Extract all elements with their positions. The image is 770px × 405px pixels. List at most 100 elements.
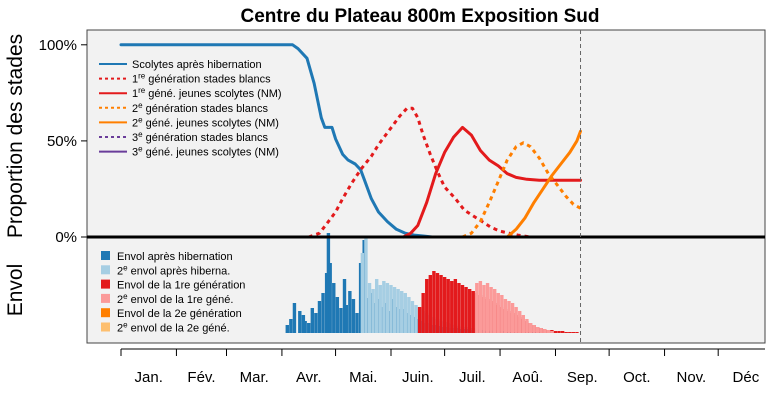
flight-bar-envol-apres-hibernation-57 xyxy=(484,331,488,333)
legend-swatch-envol-de-la-1re-generation xyxy=(101,279,110,289)
y-tick-label: 0% xyxy=(55,229,77,246)
flight-bar-envol-apres-hibernation-20 xyxy=(351,299,356,333)
flight-bar-envol-de-la-1re-generation-43 xyxy=(571,332,576,333)
x-axis: Jan. Fév. Mar. Avr. Mai. Juin. Juil. Aoû. Sep. Oc… xyxy=(120,348,765,386)
legend-label-2e-envol-de-la-1re-gene: 2e envol de la 1re géné. xyxy=(117,292,233,306)
flight-bar-envol-de-la-1re-generation-4 xyxy=(432,271,436,333)
flight-bar-envol-apres-hibernation-48 xyxy=(451,328,456,333)
flight-bar-envol-apres-hibernation-36 xyxy=(408,315,413,333)
flight-bar-envol-de-la-1re-generation-39 xyxy=(557,331,561,333)
flight-bar-2e-envol-apres-hiberna-3 xyxy=(371,289,375,333)
flight-bar-envol-apres-hibernation-60 xyxy=(494,331,499,333)
flight-bar-envol-apres-hibernation-18 xyxy=(344,305,348,333)
flight-bar-envol-de-la-1re-generation-41 xyxy=(564,332,568,333)
legend-swatch-envol-apres-hibernation xyxy=(101,251,110,260)
flight-bar-2e-envol-de-la-1re-gene-3 xyxy=(485,283,490,333)
flight-bar-envol-apres-hibernation-43 xyxy=(433,325,438,333)
series-lines xyxy=(119,43,582,239)
x-tick-label-juin: Juin. xyxy=(402,369,434,386)
flight-bar-2e-envol-apres-hiberna-13 xyxy=(407,297,411,333)
flight-bar-envol-apres-hibernation-31 xyxy=(391,299,395,333)
flight-bar-envol-apres-hibernation-8 xyxy=(314,313,318,333)
flight-bar-envol-de-la-1re-generation-9 xyxy=(450,281,454,333)
flight-bar-envol-apres-hibernation-66 xyxy=(516,332,520,333)
legend-label-2e-gene-jeunes-scolytes-nm: 2e géné. jeunes scolytes (NM) xyxy=(132,115,279,129)
flight-bar-2e-envol-de-la-1re-gene-12 xyxy=(518,311,522,333)
flight-bar-envol-apres-hibernation-65 xyxy=(512,332,517,333)
flight-bar-envol-de-la-1re-generation-42 xyxy=(568,332,572,333)
flight-bar-envol-apres-hibernation-50 xyxy=(459,329,463,333)
flight-bar-envol-apres-hibernation-11 xyxy=(324,273,329,333)
flight-bar-envol-apres-hibernation-40 xyxy=(423,323,427,333)
flight-bar-envol-apres-hibernation-58 xyxy=(487,331,492,333)
flight-bar-envol-apres-hibernation-46 xyxy=(444,327,449,333)
flight-bar-envol-de-la-1re-generation-44 xyxy=(575,332,579,333)
flight-bar-envol-apres-hibernation-7 xyxy=(310,308,315,333)
flight-bar-2e-envol-apres-hiberna-14 xyxy=(410,301,415,333)
x-tick-label-mar: Mar. xyxy=(240,369,269,386)
legend-label-envol-de-la-2e-generation: Envol de la 2e génération xyxy=(117,308,242,320)
flight-bar-2e-envol-de-la-1re-gene-15 xyxy=(528,323,533,333)
flight-bar-envol-apres-hibernation-37 xyxy=(412,317,416,333)
flight-bar-envol-apres-hibernation-53 xyxy=(469,330,474,333)
y-axis: 100% 50% 0% xyxy=(39,37,87,246)
legend-label-2e-envol-apres-hiberna: 2e envol après hiberna. xyxy=(117,263,230,277)
series-line-1re-generation-stades-blancs xyxy=(308,106,531,239)
flight-bar-2e-envol-apres-hiberna-0 xyxy=(360,253,365,333)
y-axis-label-envol: Envol xyxy=(4,264,27,317)
flight-bar-envol-apres-hibernation-23 xyxy=(362,240,366,333)
flight-bar-envol-apres-hibernation-4 xyxy=(301,315,306,333)
flight-bar-envol-apres-hibernation-32 xyxy=(394,307,399,333)
flight-bar-envol-apres-hibernation-70 xyxy=(530,332,534,333)
legend-swatch-2e-envol-de-la-1re-gene xyxy=(101,293,110,303)
flight-bar-envol-apres-hibernation-45 xyxy=(441,327,445,333)
flight-bar-2e-envol-de-la-1re-gene-16 xyxy=(532,325,536,333)
flight-bar-envol-apres-hibernation-14 xyxy=(332,283,336,333)
flight-bar-2e-envol-apres-hiberna-1 xyxy=(364,238,368,333)
flight-bar-envol-apres-hibernation-1 xyxy=(289,319,293,333)
flight-bar-envol-apres-hibernation-22 xyxy=(358,263,363,333)
flight-bar-2e-envol-apres-hiberna-2 xyxy=(367,283,372,333)
x-tick-label-dec: Déc xyxy=(733,369,760,386)
flight-bar-envol-apres-hibernation-54 xyxy=(473,330,477,333)
flight-bar-envol-apres-hibernation-19 xyxy=(348,291,352,333)
flight-bar-envol-apres-hibernation-13 xyxy=(328,263,332,333)
flight-bar-envol-de-la-1re-generation-8 xyxy=(446,279,450,333)
flight-bar-envol-apres-hibernation-2 xyxy=(292,303,297,333)
legend-label-envol-apres-hibernation: Envol après hibernation xyxy=(117,251,233,263)
chart-title: Centre du Plateau 800m Exposition Sud xyxy=(241,6,600,27)
legend-swatch-2e-envol-apres-hiberna xyxy=(101,265,110,275)
flight-bar-2e-envol-apres-hiberna-10 xyxy=(396,289,400,333)
flight-bar-2e-envol-de-la-1re-gene-7 xyxy=(500,295,504,333)
x-tick-label-fev: Fév. xyxy=(187,369,215,386)
series-line-1re-gene-jeunes-scolytes-nm xyxy=(402,125,582,239)
flight-bar-envol-apres-hibernation-6 xyxy=(307,323,311,333)
flight-bar-envol-de-la-1re-generation-38 xyxy=(553,331,558,333)
legend-label-2e-envol-de-la-2e-gene: 2e envol de la 2e géné. xyxy=(117,321,230,335)
flight-bar-2e-envol-de-la-1re-gene-11 xyxy=(514,307,518,333)
flight-bar-envol-apres-hibernation-41 xyxy=(426,323,431,333)
flight-bar-envol-de-la-1re-generation-2 xyxy=(425,279,429,333)
flight-bar-2e-envol-apres-hiberna-6 xyxy=(382,281,386,333)
flight-bar-envol-apres-hibernation-35 xyxy=(405,313,409,333)
flight-bar-envol-apres-hibernation-61 xyxy=(498,331,502,333)
flight-bar-2e-envol-de-la-1re-gene-17 xyxy=(535,327,540,333)
flight-bar-envol-de-la-1re-generation-11 xyxy=(457,283,461,333)
flight-bar-envol-apres-hibernation-49 xyxy=(455,328,459,333)
flight-bar-envol-de-la-1re-generation-3 xyxy=(428,275,433,333)
flight-bar-2e-envol-de-la-1re-gene-9 xyxy=(507,301,511,333)
flight-bar-envol-de-la-1re-generation-15 xyxy=(471,291,475,333)
flight-bar-envol-apres-hibernation-68 xyxy=(523,332,527,333)
flight-bar-envol-apres-hibernation-27 xyxy=(376,299,381,333)
flight-bar-2e-envol-de-la-1re-gene-14 xyxy=(525,319,529,333)
flight-bar-2e-envol-apres-hiberna-9 xyxy=(392,287,397,333)
flight-bar-envol-de-la-1re-generation-14 xyxy=(467,289,472,333)
series-line-2e-generation-stades-blancs xyxy=(461,141,582,239)
x-tick-label-mai: Mai. xyxy=(349,369,377,386)
flight-bar-2e-envol-de-la-1re-gene-0 xyxy=(475,283,479,333)
flight-bar-envol-de-la-1re-generation-10 xyxy=(453,279,458,333)
flight-bar-envol-de-la-1re-generation-6 xyxy=(439,275,443,333)
flight-bar-2e-envol-de-la-1re-gene-10 xyxy=(510,303,515,333)
